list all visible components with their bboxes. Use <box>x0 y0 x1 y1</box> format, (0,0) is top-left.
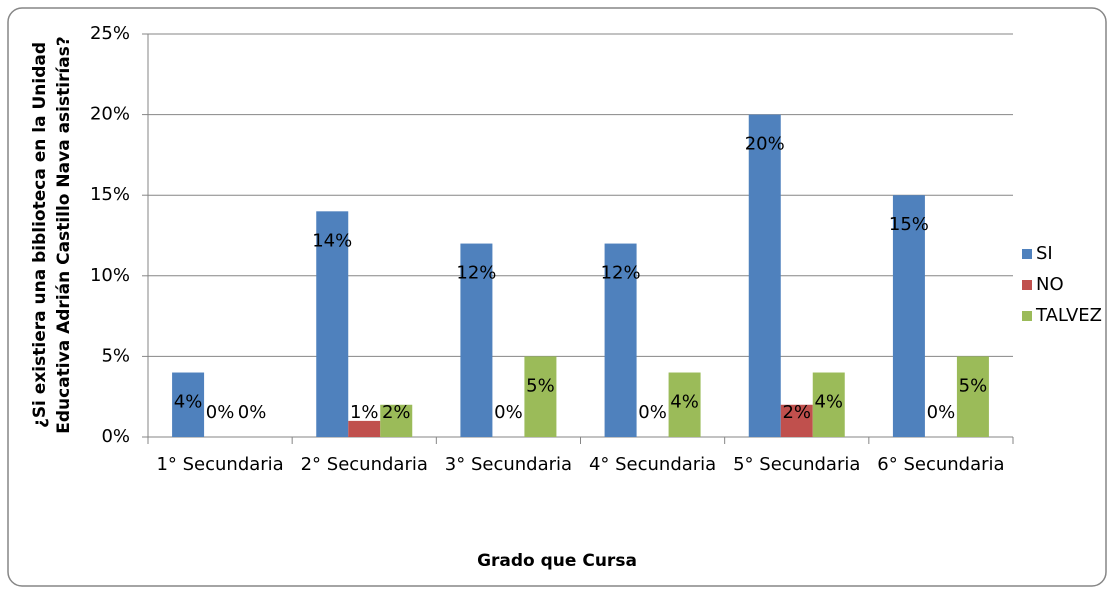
x-tick-label: 6° Secundaria <box>877 454 1005 475</box>
bar <box>524 356 557 437</box>
data-label: 4% <box>670 392 699 413</box>
bar <box>668 372 701 437</box>
legend-swatch <box>1022 249 1032 259</box>
bar <box>892 195 925 437</box>
data-label: 5% <box>526 375 555 396</box>
data-label: 15% <box>889 214 929 235</box>
x-axis-title: Grado que Cursa <box>477 551 637 571</box>
bar <box>380 404 413 437</box>
legend-label: NO <box>1036 274 1064 295</box>
bar <box>316 211 349 437</box>
data-label: 4% <box>174 392 203 413</box>
chart-border <box>7 7 1107 587</box>
y-tick-label: 15% <box>90 184 130 205</box>
bar <box>460 243 493 437</box>
bar <box>348 420 381 437</box>
legend-swatch <box>1022 280 1032 290</box>
y-axis-title: ¿Si existiera una biblioteca en la Unida… <box>30 36 74 434</box>
data-label: 0% <box>238 402 267 423</box>
legend-label: SI <box>1036 243 1053 264</box>
bar <box>172 372 205 437</box>
data-label: 14% <box>312 230 352 251</box>
legend-swatch <box>1022 311 1032 321</box>
x-tick-label: 3° Secundaria <box>444 454 573 475</box>
data-label: 20% <box>745 134 785 155</box>
y-tick-label: 5% <box>101 345 130 366</box>
x-tick-label: 5° Secundaria <box>733 454 861 475</box>
data-label: 1% <box>350 402 379 423</box>
data-label: 0% <box>638 402 667 423</box>
data-label: 0% <box>494 402 523 423</box>
data-label: 4% <box>814 392 843 413</box>
data-label: 12% <box>601 263 641 284</box>
bar <box>780 404 813 437</box>
legend-label: TALVEZ <box>1035 305 1102 326</box>
bar <box>956 356 989 437</box>
data-label: 0% <box>206 402 235 423</box>
bar <box>812 372 845 437</box>
x-tick-label: 1° Secundaria <box>156 454 284 475</box>
data-label: 12% <box>456 263 496 284</box>
y-tick-label: 20% <box>90 104 130 125</box>
x-tick-label: 4° Secundaria <box>588 454 717 475</box>
data-label: 0% <box>927 402 956 423</box>
y-tick-label: 10% <box>90 265 130 286</box>
y-tick-label: 0% <box>101 426 130 447</box>
y-tick-label: 25% <box>90 23 130 44</box>
data-label: 2% <box>382 402 411 423</box>
x-tick-label: 2° Secundaria <box>300 454 428 475</box>
bar <box>748 114 781 437</box>
bar <box>604 243 637 437</box>
data-label: 2% <box>782 402 811 423</box>
data-label: 5% <box>959 375 988 396</box>
